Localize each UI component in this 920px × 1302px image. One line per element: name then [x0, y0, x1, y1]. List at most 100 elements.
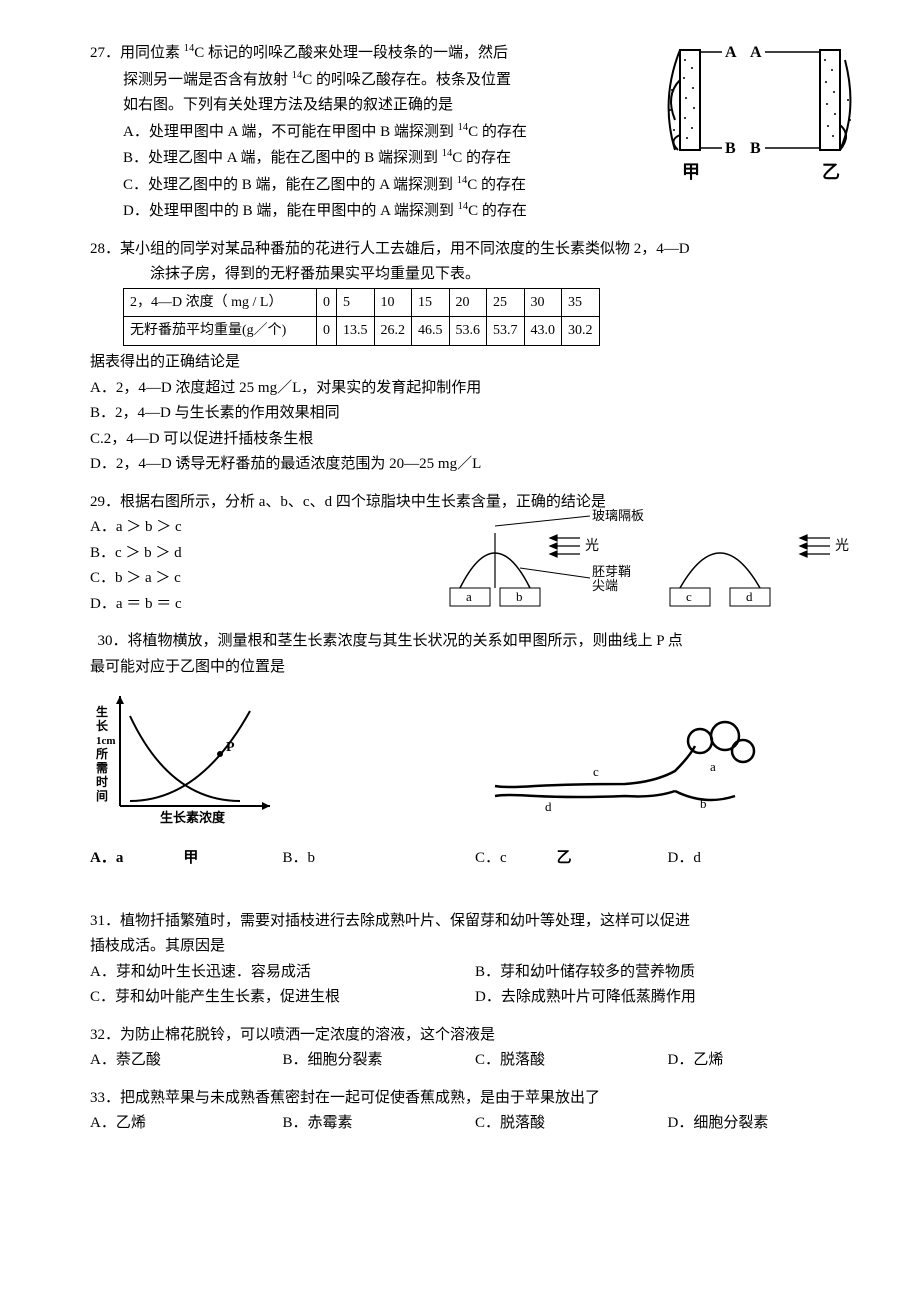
- q31-stem2: 插枝成活。其原因是: [90, 934, 860, 960]
- iso: 14: [292, 70, 303, 81]
- q27-D: D．处理甲图中的 B 端，能在甲图中的 A 端探测到: [123, 203, 458, 219]
- cell: 无籽番茄平均重量(g／个): [124, 317, 317, 346]
- q31-D: D．去除成熟叶片可降低蒸腾作用: [475, 985, 860, 1011]
- q31-B: B．芽和幼叶储存较多的营养物质: [475, 960, 860, 986]
- svg-text:生: 生: [96, 704, 108, 719]
- question-33: 33．把成熟苹果与未成熟香蕉密封在一起可促使香蕉成熟，是由于苹果放出了 A．乙烯…: [90, 1086, 860, 1137]
- q30-stem1: 将植物横放，测量根和茎生长素浓度与其生长状况的关系如甲图所示，则曲线上 P 点: [128, 633, 683, 649]
- q31-A: A．芽和幼叶生长迅速．容易成活: [90, 960, 475, 986]
- svg-text:d: d: [545, 799, 552, 814]
- q28-C: C.2，4—D 可以促进扦插枝条生根: [90, 427, 860, 453]
- q33-A: A．乙烯: [90, 1111, 283, 1137]
- q30-A: A．a: [90, 850, 123, 866]
- cell: 13.5: [337, 317, 375, 346]
- q30-C: C．c: [475, 850, 507, 866]
- question-27: A B 甲 A B 乙 27．用同位素 14C 标记的吲哚乙酸来处理一段枝条的一: [90, 40, 860, 225]
- q27-stem4: C 的吲哚乙酸存在。枝条及位置: [302, 72, 511, 88]
- cell: 30.2: [562, 317, 600, 346]
- svg-text:需: 需: [96, 761, 108, 775]
- q33-C: C．脱落酸: [475, 1111, 668, 1137]
- iso: 14: [184, 43, 195, 54]
- q28-num: 28．: [90, 241, 120, 257]
- q29-num: 29．: [90, 494, 120, 510]
- table-row: 2，4—D 浓度（ mg / L） 0 5 10 15 20 25 30 35: [124, 288, 600, 317]
- q28-stem1: 某小组的同学对某品种番茄的花进行人工去雄后，用不同浓度的生长素类似物 2，4—D: [120, 241, 690, 257]
- q27-stem3: 探测另一端是否含有放射: [123, 72, 292, 88]
- svg-text:b: b: [516, 589, 523, 604]
- q33-stem: 把成熟苹果与未成熟香蕉密封在一起可促使香蕉成熟，是由于苹果放出了: [120, 1090, 600, 1106]
- q30-stem2: 最可能对应于乙图中的位置是: [90, 655, 860, 681]
- q32-num: 32．: [90, 1027, 120, 1043]
- cell: 10: [374, 288, 412, 317]
- q33-D: D．细胞分裂素: [668, 1111, 861, 1137]
- q28-table: 2，4—D 浓度（ mg / L） 0 5 10 15 20 25 30 35 …: [123, 288, 600, 347]
- q31-C: C．芽和幼叶能产生生长素，促进生根: [90, 985, 475, 1011]
- question-28: 28．某小组的同学对某品种番茄的花进行人工去雄后，用不同浓度的生长素类似物 2，…: [90, 237, 860, 478]
- q33-B: B．赤霉素: [283, 1111, 476, 1137]
- svg-text:长: 长: [96, 718, 109, 733]
- label-B2: B: [750, 140, 761, 157]
- svg-text:c: c: [686, 589, 692, 604]
- svg-text:P: P: [226, 740, 235, 755]
- svg-text:时: 时: [96, 774, 108, 789]
- q32-C: C．脱落酸: [475, 1048, 668, 1074]
- cell: 25: [487, 288, 525, 317]
- svg-text:间: 间: [96, 788, 108, 803]
- q32-D: D．乙烯: [668, 1048, 861, 1074]
- q27-stem1: 用同位素: [120, 45, 184, 61]
- cell: 20: [449, 288, 487, 317]
- question-31: 31．植物扦插繁殖时，需要对插枝进行去除成熟叶片、保留芽和幼叶等处理，这样可以促…: [90, 909, 860, 1011]
- question-29: a b 玻璃隔板 光 胚芽鞘 尖端 c d: [90, 490, 860, 618]
- svg-text:1cm: 1cm: [96, 735, 116, 747]
- q27-B: B．处理乙图中 A 端，能在乙图中的 B 端探测到: [123, 150, 442, 166]
- svg-text:光: 光: [585, 538, 599, 554]
- cell: 0: [317, 288, 337, 317]
- cell: 43.0: [524, 317, 562, 346]
- q27-figure: A B 甲 A B 乙: [630, 40, 870, 200]
- q28-A: A．2，4—D 浓度超过 25 mg／L，对果实的发育起抑制作用: [90, 376, 860, 402]
- q30-options: A．a甲 B．b C．c乙 D．d: [90, 846, 860, 872]
- q32-B: B．细胞分裂素: [283, 1048, 476, 1074]
- q30-figures: P 生 长 1cm 所 需 时 间 生长素浓度: [90, 686, 860, 846]
- svg-text:c: c: [593, 764, 599, 779]
- svg-text:胚芽鞘: 胚芽鞘: [592, 564, 631, 579]
- cell: 15: [412, 288, 450, 317]
- q33-num: 33．: [90, 1090, 120, 1106]
- q31-num: 31．: [90, 913, 120, 929]
- q27-num: 27．: [90, 45, 120, 61]
- q30-D: D．d: [668, 846, 861, 872]
- svg-text:a: a: [710, 759, 716, 774]
- svg-text:尖端: 尖端: [592, 578, 618, 593]
- cell: 5: [337, 288, 375, 317]
- svg-text:光: 光: [835, 538, 849, 554]
- q30-fig1: P 生 长 1cm 所 需 时 间 生长素浓度: [90, 686, 290, 836]
- cell: 53.7: [487, 317, 525, 346]
- q30-B: B．b: [283, 846, 476, 872]
- q32-A: A．萘乙酸: [90, 1048, 283, 1074]
- cell: 46.5: [412, 317, 450, 346]
- q27-stem2: C 标记的吲哚乙酸来处理一段枝条的一端，然后: [194, 45, 508, 61]
- label-B: B: [725, 140, 736, 157]
- caption-yi: 乙: [822, 162, 840, 182]
- table-row: 无籽番茄平均重量(g／个) 0 13.5 26.2 46.5 53.6 53.7…: [124, 317, 600, 346]
- q32-stem: 为防止棉花脱铃，可以喷洒一定浓度的溶液，这个溶液是: [120, 1027, 495, 1043]
- q28-D: D．2，4—D 诱导无籽番茄的最适浓度范围为 20—25 mg／L: [90, 452, 860, 478]
- q28-stem2: 涂抹子房，得到的无籽番茄果实平均重量见下表。: [90, 262, 860, 288]
- q30-fig2: c d a b: [475, 716, 775, 836]
- cell: 2，4—D 浓度（ mg / L）: [124, 288, 317, 317]
- svg-text:a: a: [466, 589, 472, 604]
- cell: 0: [317, 317, 337, 346]
- cell: 26.2: [374, 317, 412, 346]
- svg-text:玻璃隔板: 玻璃隔板: [592, 508, 644, 523]
- q27-A: A．处理甲图中 A 端，不可能在甲图中 B 端探测到: [123, 124, 458, 140]
- label-A: A: [725, 44, 737, 61]
- cell: 35: [562, 288, 600, 317]
- q31-stem1: 植物扦插繁殖时，需要对插枝进行去除成熟叶片、保留芽和幼叶等处理，这样可以促进: [120, 913, 690, 929]
- svg-text:所: 所: [96, 746, 108, 761]
- svg-text:b: b: [700, 796, 707, 811]
- cell: 53.6: [449, 317, 487, 346]
- question-32: 32．为防止棉花脱铃，可以喷洒一定浓度的溶液，这个溶液是 A．萘乙酸 B．细胞分…: [90, 1023, 860, 1074]
- svg-text:生长素浓度: 生长素浓度: [160, 810, 226, 825]
- svg-text:d: d: [746, 589, 753, 604]
- cell: 30: [524, 288, 562, 317]
